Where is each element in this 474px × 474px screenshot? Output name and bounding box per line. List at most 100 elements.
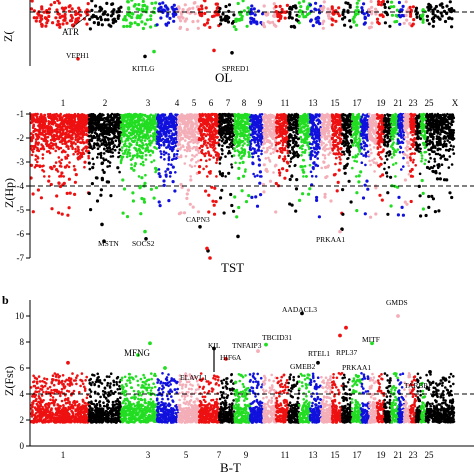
hp-point: [184, 155, 188, 158]
hp-point: [261, 129, 265, 133]
hp-point: [105, 117, 108, 121]
top-point: [278, 16, 283, 20]
top-point: [117, 14, 121, 18]
hp-outlier: [237, 176, 241, 180]
hp-point: [43, 116, 47, 119]
hp-point: [287, 115, 290, 119]
hp-point: [69, 144, 73, 148]
hp-point: [113, 123, 117, 126]
hp-point: [96, 115, 100, 118]
hp-outlier: [214, 200, 218, 204]
hp-outlier: [247, 194, 251, 198]
top-point: [370, 12, 374, 16]
top-point: [410, 24, 414, 28]
top-point: [246, 6, 250, 10]
hp-point: [103, 129, 106, 132]
hp-outlier: [212, 203, 216, 207]
hp-point: [92, 162, 95, 166]
hp-point: [155, 116, 159, 120]
hp-point: [162, 125, 166, 128]
hp-point: [265, 121, 268, 124]
hp-point: [84, 145, 87, 149]
top-point: [130, 11, 134, 15]
hp-point: [116, 116, 119, 120]
hp-outlier: [59, 174, 63, 178]
hp-outlier: [288, 177, 292, 182]
top-point: [421, 18, 425, 22]
hp-point: [103, 120, 106, 124]
top-point: [272, 23, 276, 27]
hp-point: [302, 175, 305, 178]
top-point: [219, 15, 223, 19]
hp-point: [66, 119, 69, 123]
hp-point: [136, 153, 139, 157]
top-point: [69, 13, 73, 18]
top-extreme: [152, 49, 156, 54]
hp-point: [246, 129, 249, 133]
hp-point: [146, 115, 150, 119]
top-point: [355, 23, 359, 27]
hp-point: [277, 128, 281, 132]
top-point: [249, 20, 253, 24]
top-point: [356, 12, 360, 16]
hp-outlier: [73, 180, 77, 184]
hp-point: [58, 125, 62, 129]
hp-point: [287, 120, 290, 123]
hp-point: [305, 119, 308, 123]
hp-point: [176, 125, 180, 129]
hp-point: [198, 129, 201, 133]
hp-point: [159, 150, 162, 153]
top-point: [252, 7, 256, 11]
hp-point: [130, 133, 133, 136]
hp-point: [233, 149, 237, 153]
top-point: [136, 23, 141, 27]
top-point: [245, 12, 249, 16]
hp-outlier: [36, 188, 41, 192]
hp-point: [253, 175, 257, 178]
hp-point: [272, 135, 275, 139]
hp-point: [107, 142, 110, 146]
hp-point: [186, 127, 190, 131]
top-point: [99, 15, 103, 19]
top-point: [179, 19, 183, 23]
hp-point: [81, 138, 84, 141]
hp-point: [141, 136, 144, 140]
hp-point: [38, 133, 42, 136]
hp-outlier: [250, 195, 254, 199]
top-point: [360, 8, 365, 13]
hp-outlier: [317, 215, 321, 219]
top-point: [414, 9, 418, 13]
hp-point: [199, 138, 203, 141]
hp-outlier: [171, 165, 175, 169]
top-point: [395, 8, 399, 12]
hp-point: [191, 139, 195, 142]
hp-point: [310, 174, 314, 178]
hp-point: [259, 134, 263, 138]
hp-point: [69, 130, 72, 133]
top-point: [183, 3, 187, 7]
top-point: [90, 8, 94, 12]
hp-point: [211, 141, 214, 144]
hp-point: [215, 154, 218, 157]
hp-point: [109, 149, 112, 153]
hp-point: [113, 148, 117, 152]
hp-outlier: [302, 170, 306, 174]
hp-point: [127, 131, 131, 135]
top-point: [348, 5, 352, 9]
hp-point: [96, 156, 99, 159]
hp-outlier: [220, 188, 224, 192]
hp-point: [275, 120, 279, 123]
hp-point: [252, 118, 255, 121]
hp-point: [164, 170, 167, 173]
top-point: [434, 4, 438, 9]
hp-point: [264, 157, 268, 160]
hp-point: [120, 149, 124, 152]
hp-point: [269, 152, 273, 155]
top-point: [166, 7, 170, 11]
hp-point: [294, 127, 298, 130]
hp-point: [135, 143, 138, 146]
hp-point: [208, 143, 212, 146]
top-point: [408, 22, 412, 26]
hp-point: [163, 120, 167, 124]
top-point: [440, 14, 444, 18]
